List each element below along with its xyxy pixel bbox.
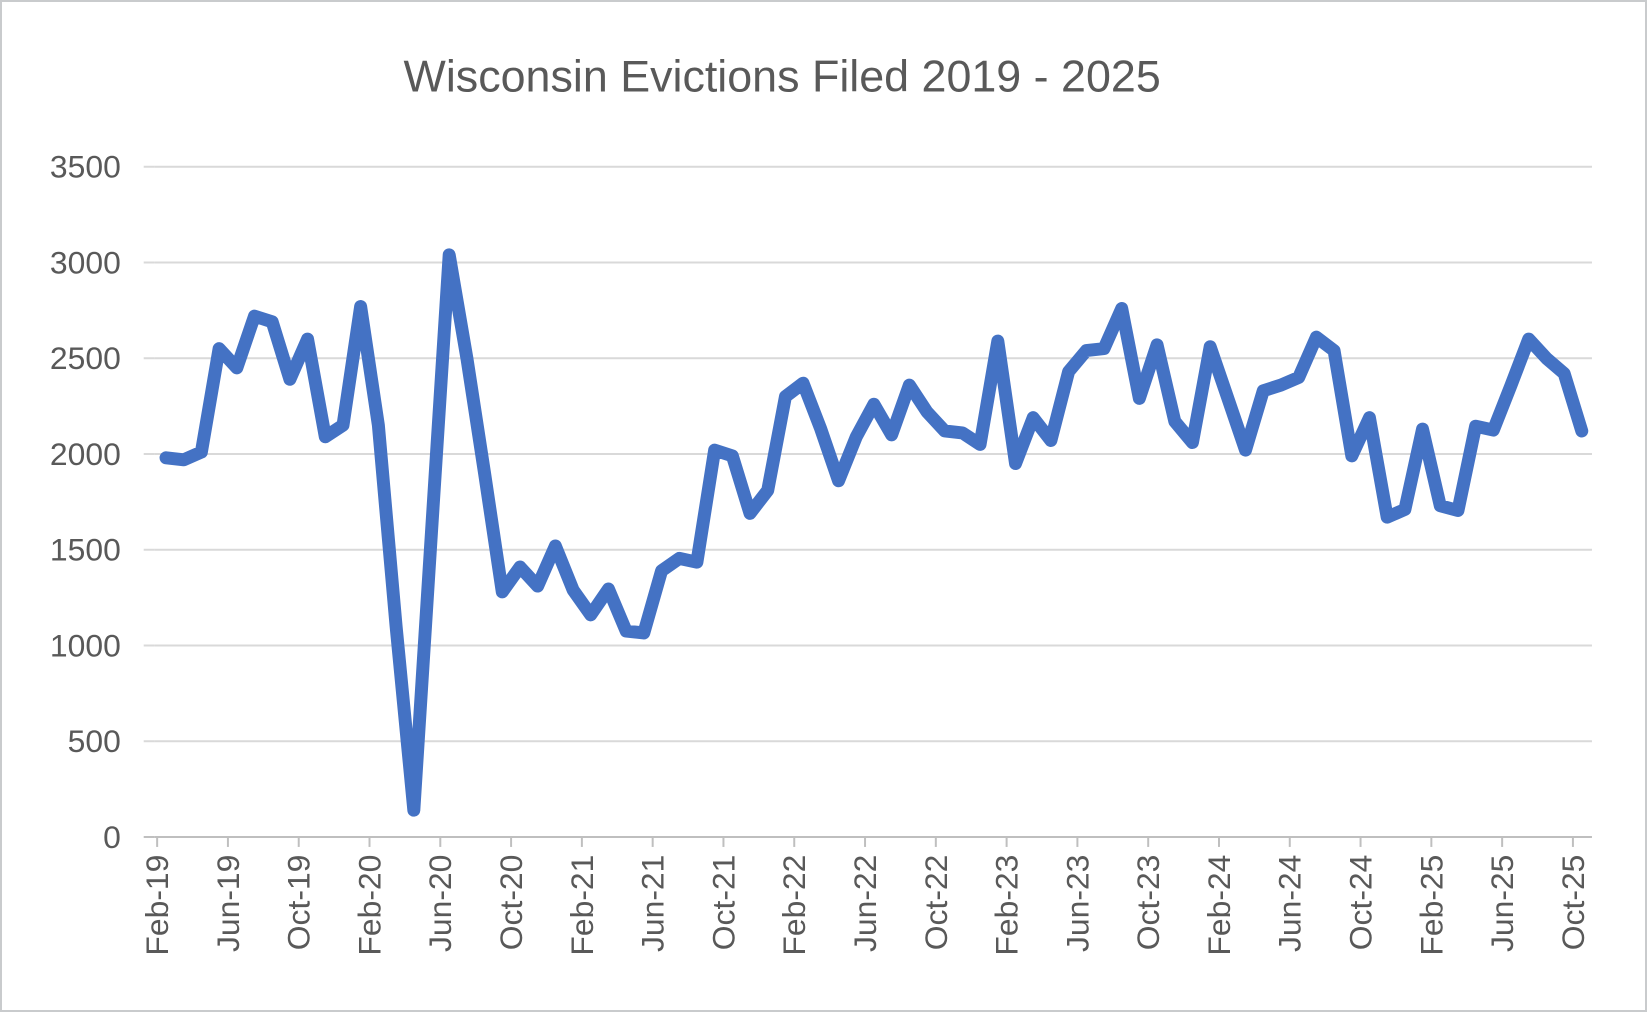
- y-axis-tick-label: 2500: [50, 340, 121, 376]
- x-axis-tick-label: Jun-21: [635, 855, 671, 952]
- x-axis-tick-label: Feb-21: [564, 855, 600, 956]
- x-axis-tick-label: Jun-25: [1484, 855, 1520, 952]
- x-axis-tick-label: Oct-23: [1130, 855, 1166, 951]
- evictions-line-series: [159, 248, 1589, 817]
- x-axis-tick-label: Jun-19: [210, 855, 246, 952]
- x-axis-tick-label: Jun-20: [422, 855, 458, 952]
- y-axis-labels: 0 500 1000 1500 2000 2500 3000 3500: [50, 149, 121, 855]
- y-axis-tick-label: 500: [68, 723, 121, 759]
- x-axis-tick-label: Oct-21: [705, 855, 741, 951]
- x-axis: Feb-19 Jun-19 Oct-19 Feb-20 Jun-20 Oct-20 Feb-…: [139, 836, 1591, 956]
- y-axis-tick-label: 1000: [50, 627, 121, 663]
- x-axis-tick-label: Feb-25: [1413, 855, 1449, 956]
- chart-title: Wisconsin Evictions Filed 2019 - 2025: [404, 52, 1161, 102]
- x-axis-tick-label: Feb-24: [1201, 855, 1237, 956]
- y-axis-tick-label: 2000: [50, 436, 121, 472]
- y-axis-tick-label: 3500: [50, 149, 121, 185]
- x-axis-tick-label: Jun-23: [1059, 855, 1095, 952]
- y-axis-tick-label: 3000: [50, 244, 121, 280]
- gridlines: [143, 165, 1592, 838]
- x-axis-tick-label: Feb-23: [989, 855, 1025, 956]
- x-axis-tick-label: Feb-19: [139, 855, 175, 956]
- x-axis-tick-label: Oct-20: [493, 855, 529, 951]
- y-axis-tick-label: 1500: [50, 532, 121, 568]
- y-axis-tick-label: 0: [103, 819, 121, 855]
- x-axis-tick-label: Feb-22: [776, 855, 812, 956]
- x-axis-tick-label: Oct-19: [281, 855, 317, 951]
- x-axis-tick-label: Oct-24: [1343, 855, 1379, 951]
- x-axis-tick-label: Jun-22: [847, 855, 883, 952]
- x-axis-tick-label: Oct-22: [918, 855, 954, 951]
- x-axis-tick-label: Feb-20: [351, 855, 387, 956]
- x-axis-tick-label: Jun-24: [1272, 855, 1308, 952]
- x-axis-tick-label: Oct-25: [1555, 855, 1591, 951]
